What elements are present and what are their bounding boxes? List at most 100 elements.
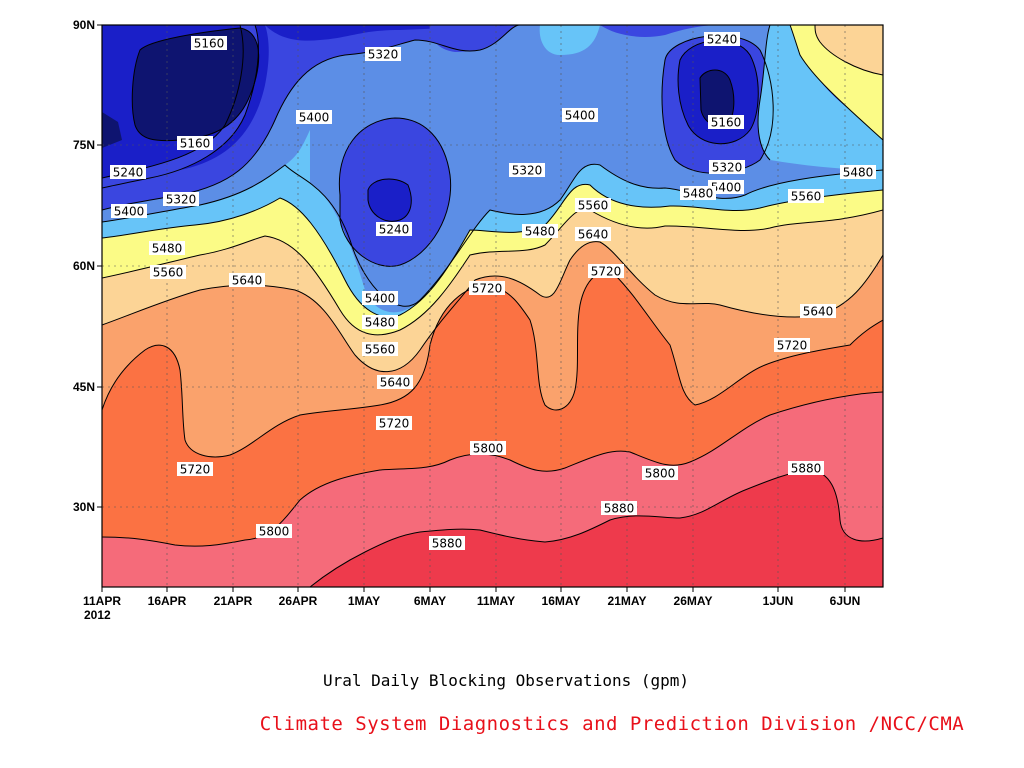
contour-label: 5640	[377, 375, 413, 390]
contour-label-text: 5640	[232, 274, 263, 288]
y-axis: 90N 75N 60N 45N 30N	[73, 18, 102, 514]
contour-label-bg	[509, 163, 545, 177]
grid-lines	[102, 25, 883, 587]
contour-label-bg	[163, 192, 199, 206]
contour-label: 5720	[774, 338, 810, 353]
contour-label: 5160	[191, 36, 227, 51]
contour-label-bg	[376, 222, 412, 236]
contour-label-text: 5800	[645, 467, 676, 481]
contour-5240-w	[102, 25, 244, 179]
contour-5720	[102, 271, 883, 458]
contour-label: 5560	[575, 198, 611, 213]
contour-label-text: 5800	[473, 442, 504, 456]
contour-label-text: 5480	[843, 166, 874, 180]
contour-label-text: 5320	[166, 193, 197, 207]
contour-label-bg	[296, 110, 332, 124]
fill-5160-east-hole	[700, 70, 734, 126]
contour-label-text: 5640	[380, 376, 411, 390]
chart-title: Ural Daily Blocking Observations (gpm)	[322, 671, 690, 690]
contour-label: 5560	[362, 342, 398, 357]
contour-label: 5720	[177, 462, 213, 477]
contour-label: 5800	[256, 524, 292, 539]
contour-label: 5640	[229, 273, 265, 288]
contour-label-bg	[362, 291, 398, 305]
contour-label-text: 5320	[712, 161, 743, 175]
contour-label-text: 5400	[711, 181, 742, 195]
contour-label: 5400	[111, 204, 147, 219]
y-tick-label: 30N	[73, 500, 95, 514]
contour-label-text: 5400	[299, 111, 330, 125]
contour-label-text: 5240	[707, 33, 738, 47]
contour-label: 5160	[177, 136, 213, 151]
contour-label-bg	[365, 47, 401, 61]
contour-label-bg	[774, 338, 810, 352]
x-tick-label: 16MAY	[542, 594, 581, 608]
contour-label-text: 5880	[604, 502, 635, 516]
contour-label-bg	[708, 180, 744, 194]
contour-label-bg	[788, 189, 824, 203]
contour-label: 5720	[469, 281, 505, 296]
contour-label: 5240	[110, 165, 146, 180]
x-year-label: 2012	[84, 608, 111, 622]
x-tick-label: 21APR	[214, 594, 253, 608]
contour-label-text: 5400	[365, 292, 396, 306]
fill-5240-topcenter	[429, 25, 500, 52]
plot-frame	[101, 24, 884, 588]
contour-label-text: 5800	[259, 525, 290, 539]
contour-5320-w	[102, 25, 259, 189]
contour-label-bg	[522, 224, 558, 238]
contour-label-bg	[469, 281, 505, 295]
contour-label-text: 5320	[512, 164, 543, 178]
y-tick-label: 90N	[73, 18, 95, 32]
contour-label-text: 5640	[578, 228, 609, 242]
contour-label-text: 5160	[180, 137, 211, 151]
contour-label: 5400	[562, 108, 598, 123]
fill-5400-east	[758, 25, 883, 170]
contour-label-bg	[575, 227, 611, 241]
contour-label: 5480	[522, 224, 558, 239]
contour-label: 5400	[296, 110, 332, 125]
contour-label-bg	[362, 342, 398, 356]
y-tick-label: 45N	[73, 380, 95, 394]
x-tick-label: 26MAY	[674, 594, 713, 608]
credit-line: Climate System Diagnostics and Predictio…	[259, 713, 965, 735]
contour-label-bg	[601, 501, 637, 515]
fill-5560-topright	[815, 25, 883, 75]
contour-label-bg	[704, 32, 740, 46]
contour-label: 5240	[704, 32, 740, 47]
contour-label-text: 5720	[777, 339, 808, 353]
contour-label: 5160	[708, 115, 744, 130]
contour-label-text: 5720	[472, 282, 503, 296]
contour-5320-c	[338, 117, 452, 267]
contour-label-text: 5560	[153, 266, 184, 280]
x-tick-label: 21MAY	[608, 594, 647, 608]
contour-label: 5720	[376, 416, 412, 431]
contour-label-bg	[377, 375, 413, 389]
contour-label-text: 5720	[591, 265, 622, 279]
contour-label: 5880	[601, 501, 637, 516]
contour-label: 5320	[163, 192, 199, 207]
contour-label-text: 5320	[368, 48, 399, 62]
contour-5560-tr	[814, 25, 883, 76]
fill-5240-hole	[368, 178, 412, 222]
contour-label-bg	[149, 241, 185, 255]
x-tick-label: 11MAY	[477, 594, 515, 608]
contour-label-bg	[840, 165, 876, 179]
contour-label-text: 5720	[180, 463, 211, 477]
fill-upperleft-dark	[132, 28, 259, 141]
contour-label-bg	[800, 304, 836, 318]
contour-label-text: 5160	[194, 37, 225, 51]
contour-label: 5240	[376, 222, 412, 237]
contour-label-text: 5560	[791, 190, 822, 204]
contour-5640	[102, 241, 883, 373]
contour-label: 5320	[365, 47, 401, 62]
contour-label-bg	[709, 160, 745, 174]
contour-5560	[102, 208, 883, 336]
contour-5160-w	[131, 27, 260, 142]
contour-labels: 5160 5160 5160 5240 5240 5240 5320 5320 5320 5320…	[110, 32, 876, 551]
contour-label: 5640	[800, 304, 836, 319]
contour-label-text: 5160	[711, 116, 742, 130]
contour-label-text: 5400	[565, 109, 596, 123]
fill-upperleft-dark2	[102, 112, 122, 148]
